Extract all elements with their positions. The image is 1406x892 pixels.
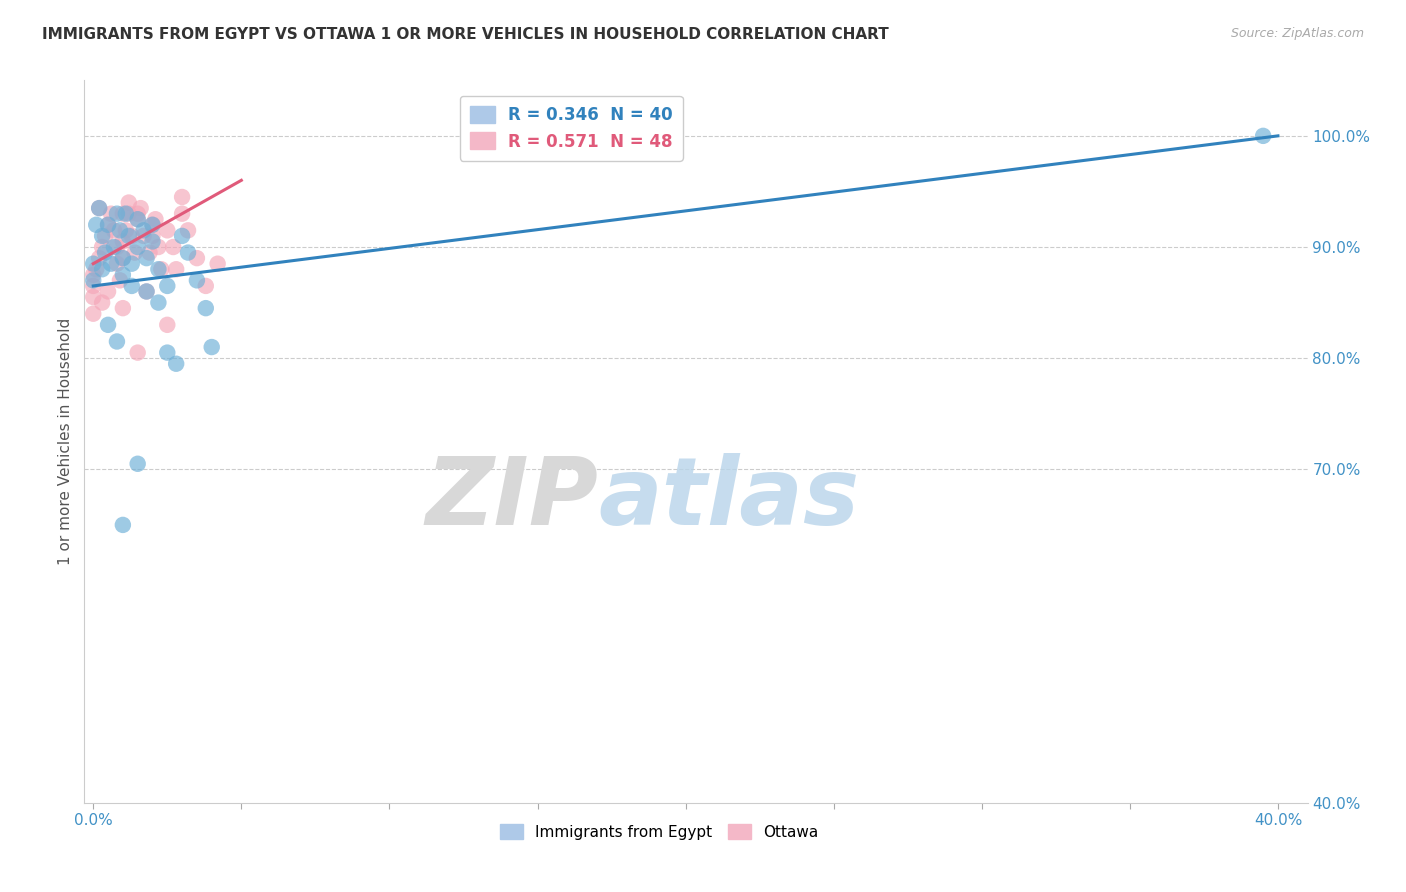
Point: [138, 245, 160, 260]
Point: [141, 235, 163, 249]
Point: [97, 285, 120, 299]
Point: [105, 207, 128, 221]
Point: [141, 228, 163, 243]
Point: [121, 257, 143, 271]
Point: [100, 257, 122, 271]
Point: [162, 240, 184, 254]
Point: [94, 245, 117, 260]
Point: [194, 301, 217, 315]
Point: [127, 457, 149, 471]
Point: [82, 257, 104, 271]
Point: [135, 285, 157, 299]
Point: [124, 245, 146, 260]
Point: [141, 218, 163, 232]
Point: [118, 228, 141, 243]
Point: [111, 207, 134, 221]
Point: [1251, 128, 1274, 143]
Point: [91, 262, 114, 277]
Point: [150, 262, 173, 277]
Point: [127, 212, 149, 227]
Point: [148, 262, 170, 277]
Point: [111, 268, 134, 282]
Point: [111, 251, 134, 265]
Point: [111, 251, 134, 265]
Point: [177, 245, 200, 260]
Text: atlas: atlas: [598, 453, 859, 545]
Point: [82, 307, 104, 321]
Point: [186, 251, 208, 265]
Point: [121, 228, 143, 243]
Point: [91, 295, 114, 310]
Point: [127, 212, 149, 227]
Point: [89, 201, 111, 215]
Point: [127, 207, 149, 221]
Point: [82, 279, 104, 293]
Point: [135, 251, 157, 265]
Point: [118, 195, 141, 210]
Point: [111, 235, 134, 249]
Point: [172, 190, 194, 204]
Point: [84, 262, 107, 277]
Point: [111, 517, 134, 532]
Point: [111, 301, 134, 315]
Text: Source: ZipAtlas.com: Source: ZipAtlas.com: [1230, 27, 1364, 40]
Point: [156, 223, 179, 237]
Point: [194, 279, 217, 293]
Point: [105, 257, 128, 271]
Point: [103, 223, 125, 237]
Point: [108, 223, 131, 237]
Point: [82, 268, 104, 282]
Point: [132, 228, 155, 243]
Text: IMMIGRANTS FROM EGYPT VS OTTAWA 1 OR MORE VEHICLES IN HOUSEHOLD CORRELATION CHAR: IMMIGRANTS FROM EGYPT VS OTTAWA 1 OR MOR…: [42, 27, 889, 42]
Point: [114, 207, 136, 221]
Point: [186, 273, 208, 287]
Point: [121, 279, 143, 293]
Point: [148, 295, 170, 310]
Point: [177, 223, 200, 237]
Point: [172, 228, 194, 243]
Point: [156, 279, 179, 293]
Point: [103, 240, 125, 254]
Point: [91, 228, 114, 243]
Point: [135, 285, 157, 299]
Point: [100, 207, 122, 221]
Point: [82, 273, 104, 287]
Point: [141, 218, 163, 232]
Point: [97, 318, 120, 332]
Point: [89, 251, 111, 265]
Point: [127, 240, 149, 254]
Text: ZIP: ZIP: [425, 453, 598, 545]
Point: [207, 257, 229, 271]
Point: [156, 318, 179, 332]
Point: [165, 262, 187, 277]
Point: [91, 240, 114, 254]
Point: [97, 218, 120, 232]
Point: [82, 290, 104, 304]
Point: [201, 340, 224, 354]
Y-axis label: 1 or more Vehicles in Household: 1 or more Vehicles in Household: [58, 318, 73, 566]
Point: [148, 240, 170, 254]
Point: [84, 218, 107, 232]
Point: [118, 207, 141, 221]
Point: [127, 345, 149, 359]
Point: [94, 228, 117, 243]
Point: [145, 212, 167, 227]
Legend: Immigrants from Egypt, Ottawa: Immigrants from Egypt, Ottawa: [494, 818, 824, 846]
Point: [108, 273, 131, 287]
Point: [165, 357, 187, 371]
Point: [97, 218, 120, 232]
Point: [132, 223, 155, 237]
Point: [172, 207, 194, 221]
Point: [156, 345, 179, 359]
Point: [129, 201, 152, 215]
Point: [114, 223, 136, 237]
Point: [105, 334, 128, 349]
Point: [89, 201, 111, 215]
Point: [105, 240, 128, 254]
